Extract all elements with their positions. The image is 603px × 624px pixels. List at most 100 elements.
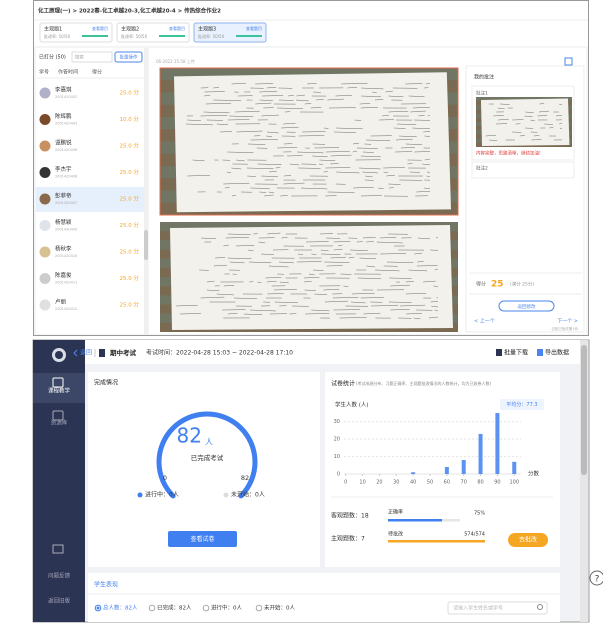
sidebar-item[interactable]: 资源库 — [51, 419, 68, 427]
prev-link[interactable]: < 上一个 — [474, 318, 495, 325]
handwriting — [206, 289, 220, 292]
filter-option[interactable]: 已完成：82人 — [157, 604, 192, 612]
bar — [411, 472, 416, 474]
handwriting — [227, 151, 254, 153]
handwriting — [305, 313, 330, 315]
handwriting — [200, 115, 228, 117]
student-name[interactable]: 杨秋李 — [55, 245, 72, 253]
handwriting — [223, 182, 250, 185]
icon-resource — [52, 410, 64, 421]
x-tick-label: 90 — [494, 480, 500, 486]
handwriting — [422, 163, 431, 166]
filter-option[interactable]: 总人数：82人 — [103, 604, 138, 612]
filter-option[interactable]: 进行中：0人 — [211, 604, 242, 612]
student-name[interactable]: 陈辉鹏 — [55, 112, 72, 120]
search-box[interactable] — [71, 51, 113, 63]
average-badge — [500, 399, 544, 410]
handwriting — [261, 175, 278, 177]
handwriting — [362, 236, 376, 239]
handwriting — [307, 83, 317, 85]
question-tab[interactable] — [193, 22, 267, 43]
student-name[interactable]: 卢丽 — [55, 298, 67, 306]
student-search[interactable] — [447, 601, 548, 615]
handwriting — [219, 131, 233, 133]
handwriting — [362, 151, 374, 153]
handwriting — [352, 142, 360, 145]
question-tab[interactable] — [39, 22, 113, 43]
expand-icon[interactable] — [564, 57, 573, 66]
handwriting — [383, 171, 389, 174]
question-tab[interactable] — [116, 22, 190, 43]
radio[interactable] — [148, 604, 156, 612]
handwriting — [304, 289, 316, 291]
handwriting — [216, 293, 234, 296]
handwriting — [304, 103, 312, 105]
handwriting — [246, 167, 274, 169]
student-name[interactable]: 杨慧颖 — [55, 218, 72, 226]
notes-title: 我的批注 — [474, 74, 494, 81]
student-id: 2001420408 — [55, 175, 77, 179]
handwriting — [380, 253, 407, 255]
tab-link[interactable]: 查看题目 — [92, 25, 108, 31]
back-link[interactable]: 返回 — [80, 350, 92, 357]
exam-title: 期中考试 — [110, 348, 137, 357]
breadcrumb: 化工原理(一) > 2022春-化工卓越20-3,化工卓越20-4 > 传热综合… — [38, 7, 221, 15]
radio[interactable] — [202, 604, 210, 612]
tab-link[interactable]: 查看题目 — [246, 25, 262, 31]
chart-title: 试卷统计 — [331, 380, 355, 388]
student-name[interactable]: 谭鹏锐 — [55, 139, 72, 147]
handwriting — [213, 87, 220, 89]
help-button[interactable] — [589, 570, 603, 586]
handwriting — [406, 313, 422, 315]
handwriting — [353, 186, 374, 189]
student-name[interactable]: 李嘉琪 — [55, 86, 72, 94]
paper — [481, 98, 570, 146]
sidebar-item[interactable]: 课程教学 — [48, 387, 71, 395]
student-name[interactable]: 李杰宇 — [55, 165, 72, 173]
handwriting — [236, 159, 245, 162]
filter[interactable]: 已打分 (50) — [39, 54, 66, 61]
handwriting — [235, 110, 260, 113]
handwriting — [320, 249, 329, 252]
next-link[interactable]: 下一个 > — [557, 319, 578, 325]
handwriting — [385, 90, 393, 93]
student-score: 25.0 分 — [120, 248, 140, 256]
student-score: 25.0 分 — [120, 221, 140, 229]
gauge-min: 0 — [163, 474, 167, 482]
handwriting — [264, 194, 274, 197]
handwriting — [296, 94, 305, 97]
student-name[interactable]: 陈嘉俊 — [55, 271, 72, 279]
student-id: 2001420403 — [55, 122, 77, 126]
filter-option[interactable]: 未开始：0人 — [264, 604, 295, 612]
handwriting — [360, 155, 381, 158]
handwriting — [288, 94, 294, 97]
handwriting — [330, 154, 352, 157]
view-button[interactable] — [168, 531, 237, 547]
tab-link[interactable]: 查看题目 — [169, 25, 185, 31]
return-button[interactable] — [498, 300, 555, 312]
handwriting — [229, 115, 254, 117]
download-button[interactable]: 批量下载 — [504, 349, 528, 357]
completed-count: 82 — [177, 424, 202, 448]
selected-row[interactable] — [36, 187, 144, 212]
handwriting — [430, 301, 439, 303]
handwriting — [301, 187, 328, 190]
handwriting — [493, 115, 504, 117]
handwriting — [497, 119, 509, 121]
handwriting — [215, 257, 226, 259]
grade-button[interactable] — [508, 533, 548, 547]
batch-button[interactable] — [114, 51, 143, 63]
handwriting — [519, 135, 525, 137]
scrollbar — [144, 48, 148, 334]
sidebar-item[interactable]: 返回旧版 — [48, 597, 71, 605]
handwriting — [259, 91, 278, 93]
handwriting — [204, 94, 211, 97]
sidebar-item[interactable]: 问题反馈 — [48, 572, 71, 580]
handwriting — [524, 115, 533, 118]
student-name[interactable]: 彭菲帝 — [55, 192, 72, 200]
radio[interactable] — [255, 604, 263, 612]
back-icon[interactable] — [73, 349, 78, 357]
export-button[interactable]: 导出数据 — [545, 349, 569, 357]
handwriting — [361, 95, 381, 98]
handwriting — [213, 99, 242, 101]
